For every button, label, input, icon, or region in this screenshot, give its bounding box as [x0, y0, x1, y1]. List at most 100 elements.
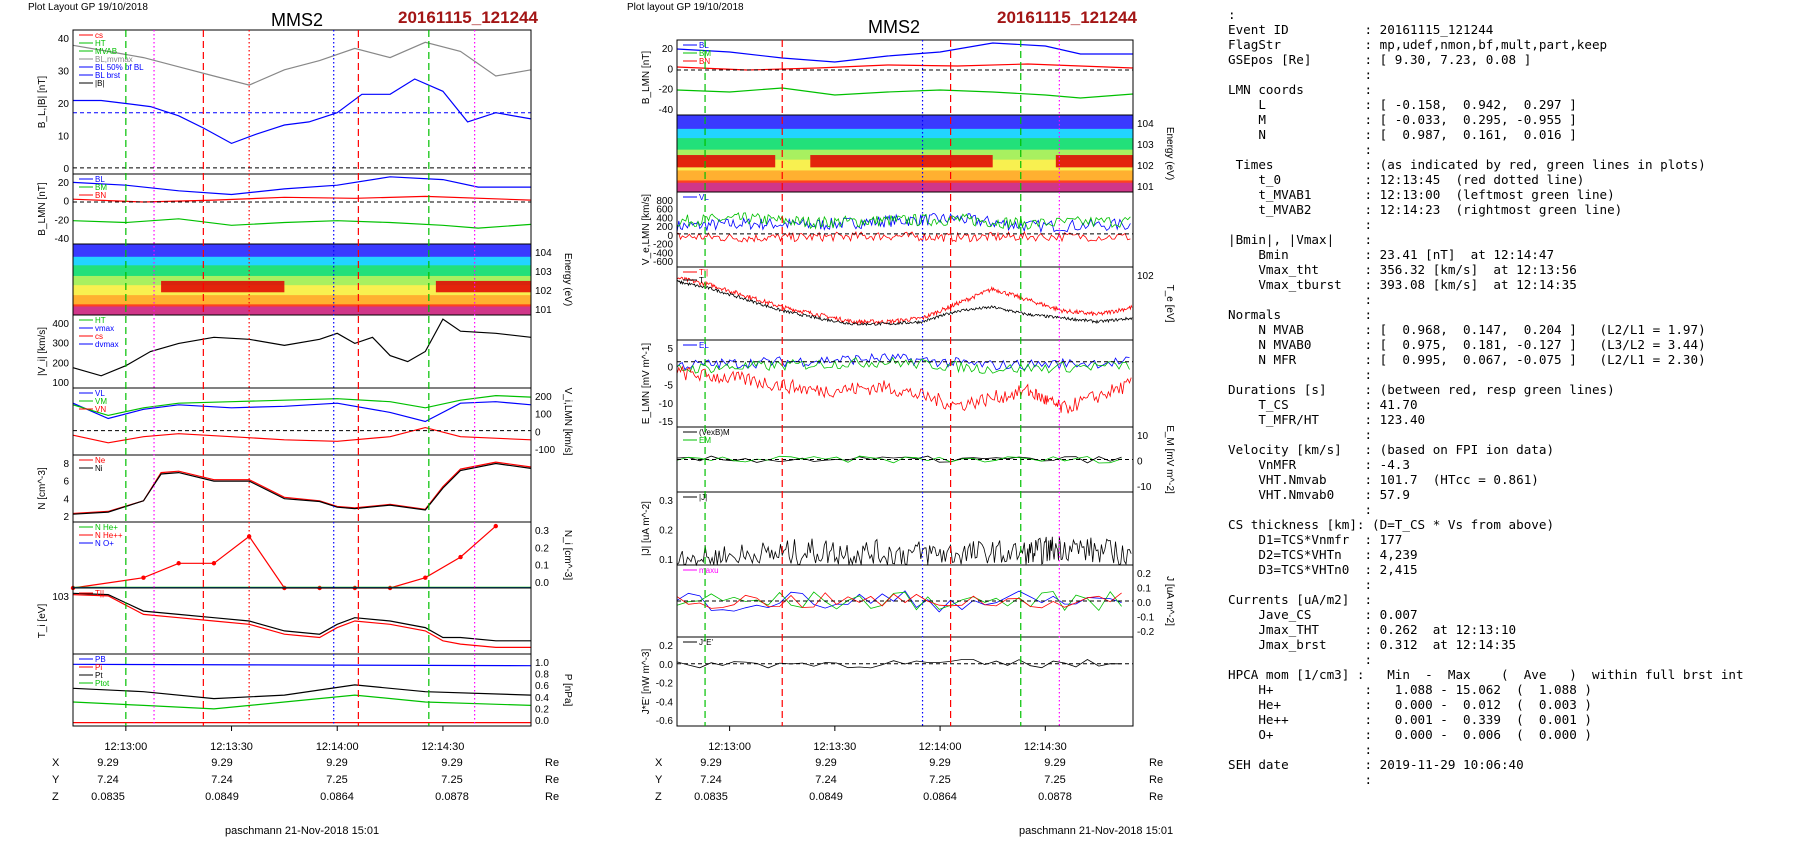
legend-label: vmax — [95, 324, 114, 333]
spectrogram-hot-segment — [161, 280, 285, 293]
y-axis-label: N_i [cm^-3] — [562, 530, 573, 580]
panel-middle-1: 104 103 102 101 Energy (eV) — [676, 114, 1175, 193]
left-plot-footer: paschmann 21-Nov-2018 15:01 — [225, 825, 380, 837]
y-axis-label: T_e [eV] — [1164, 285, 1175, 323]
x-tick-label: 12:14:00 — [919, 741, 962, 753]
orbit-value: 0.0835 — [91, 791, 125, 803]
series-line — [72, 176, 531, 196]
orbit-value: 0.0849 — [809, 791, 843, 803]
orbit-value: 9.29 — [441, 757, 462, 769]
legend-label: maxu — [699, 566, 719, 575]
y-tick-label: 800 — [656, 196, 673, 207]
panel-frame — [72, 314, 532, 389]
summary-line: Event ID : 20161115_121244 — [1228, 22, 1494, 37]
series-line — [676, 279, 1133, 327]
legend-label: PB — [95, 655, 106, 664]
y-tick-label: 10 — [1137, 431, 1149, 442]
summary-line: D2=TCS*VHTn : 4,239 — [1228, 547, 1418, 562]
y-tick-label: 2 — [63, 512, 69, 523]
legend-label: |B| — [95, 79, 105, 88]
orbit-row-label: Z — [52, 791, 59, 803]
panel-frame — [676, 39, 1134, 116]
orbit-value: 7.24 — [815, 774, 836, 786]
spectrogram-band — [677, 128, 1133, 139]
legend-label: VN — [95, 405, 106, 414]
legend-label: BL — [95, 175, 105, 184]
panel-middle-8: 0.2 0.0 -0.2 -0.4 -0.6 J*E' [nW m^-3] J*E' — [641, 636, 1134, 727]
summary-line: : — [1228, 217, 1373, 232]
y-tick-label: 0.2 — [535, 704, 549, 715]
panel-frame — [72, 173, 532, 245]
summary-line: D3=TCS*VHTn0 : 2,415 — [1228, 562, 1418, 577]
series-line — [676, 590, 1122, 613]
summary-line: Velocity [km/s] : (based on FPI ion data… — [1228, 442, 1555, 457]
panel-frame — [72, 454, 532, 523]
y-axis-label: J [uA m^-2] — [1164, 576, 1175, 626]
summary-line: GSEpos [Re] : [ 9.30, 7.23, 0.08 ] — [1228, 52, 1532, 67]
series-line — [72, 694, 532, 710]
legend-label: VL — [699, 193, 709, 202]
legend-label: dvmax — [95, 340, 119, 349]
summary-line: T_CS : 41.70 — [1228, 397, 1418, 412]
left-plot-title: MMS2 — [271, 10, 324, 30]
y-tick-label: 0 — [63, 197, 69, 208]
x-tick-label: 12:13:00 — [708, 741, 751, 753]
middle-plot-event-id: 20161115_121244 — [997, 8, 1137, 27]
legend-label: HT — [95, 39, 106, 48]
summary-line: LMN coords : — [1228, 82, 1373, 97]
panel-middle-5: 100-10E_M [mV m^-2](VexB)MEM — [676, 425, 1175, 494]
y-axis-label: |J| [uA m^-2] — [641, 501, 652, 556]
series-line — [676, 212, 1131, 234]
legend-label: Pi — [95, 663, 102, 672]
y-tick-label: -20 — [659, 85, 674, 96]
spectrogram-band — [73, 265, 531, 277]
summary-line: VnMFR : -4.3 — [1228, 457, 1410, 472]
y-tick-label: 104 — [1137, 119, 1154, 130]
legend-label: MVAB — [95, 47, 117, 56]
middle-plot-title: MMS2 — [868, 17, 921, 37]
y-tick-label: 0 — [535, 427, 541, 438]
series-line — [72, 195, 532, 203]
spectrogram-hot-segment — [810, 155, 993, 168]
y-axis-label: T_i [eV] — [37, 604, 48, 639]
legend-label: BN — [699, 57, 710, 66]
summary-line: : — [1228, 577, 1373, 592]
y-tick-label: 40 — [58, 34, 70, 45]
orbit-value: 0.0864 — [320, 791, 354, 803]
orbit-value: 7.25 — [1044, 774, 1065, 786]
legend-label: BL — [699, 41, 709, 50]
series-line — [676, 356, 1130, 374]
legend-label: J*E' — [699, 638, 713, 647]
summary-line: Jmax_brst : 0.312 at 12:14:35 — [1228, 637, 1517, 652]
y-tick-label: -400 — [653, 248, 673, 259]
y-tick-label: 102 — [1137, 271, 1154, 282]
series-line — [72, 462, 532, 515]
summary-line: CS thickness [km]: (D=T_CS * Vs from abo… — [1228, 517, 1555, 532]
y-tick-label: 0.6 — [535, 681, 549, 692]
summary-line: Jmax_THT : 0.262 at 12:13:10 — [1228, 622, 1517, 637]
orbit-value: 7.25 — [326, 774, 347, 786]
summary-line: : — [1228, 7, 1236, 22]
y-tick-label: 200 — [52, 358, 69, 369]
y-tick-label: 0.0 — [1137, 598, 1151, 609]
y-tick-label: -100 — [535, 445, 555, 456]
y-tick-label: 0.4 — [535, 693, 549, 704]
summary-line: : — [1228, 427, 1373, 442]
series-line — [676, 230, 1131, 243]
y-tick-label: -20 — [55, 215, 70, 226]
series-line — [676, 42, 1133, 63]
y-tick-label: 0.3 — [535, 526, 549, 537]
summary-line: M : [ -0.033, 0.295, -0.955 ] — [1228, 112, 1577, 127]
middle-plot-footer: paschmann 21-Nov-2018 15:01 — [1019, 825, 1174, 837]
spectrogram-noise — [677, 182, 1133, 192]
left-plot-event-id: 20161115_121244 — [398, 8, 538, 27]
x-tick-label: 12:14:00 — [316, 741, 359, 753]
y-tick-label: 1.0 — [535, 658, 549, 669]
legend-label: cs — [95, 31, 103, 40]
legend-label: Ne — [95, 456, 106, 465]
